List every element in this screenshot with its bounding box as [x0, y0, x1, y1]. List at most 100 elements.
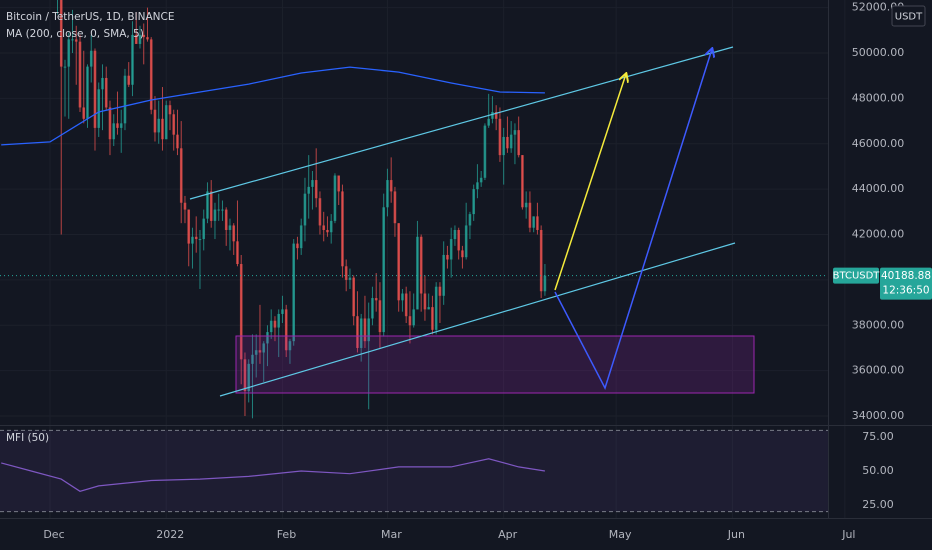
currency[interactable]: USDT: [895, 12, 923, 23]
candle-body: [183, 202, 187, 210]
candle-body: [453, 229, 457, 240]
y-tick-label: 42000.00: [852, 228, 905, 241]
ma-legend: MA (200, close, 0, SMA, 5): [6, 28, 144, 40]
projection-arrow: [554, 74, 626, 291]
candle-body: [359, 318, 363, 348]
symbol-badge: [833, 267, 879, 284]
candle-body: [191, 236, 194, 244]
candle-body: [461, 250, 464, 258]
candle-body: [254, 350, 258, 355]
candle-body: [202, 218, 206, 240]
candle-body: [59, 0, 63, 67]
candle-body: [389, 180, 393, 192]
candle-body: [63, 66, 67, 68]
mfi-pane: [0, 429, 828, 513]
candle-body: [273, 320, 277, 328]
candle-body: [303, 193, 307, 226]
candle-body: [78, 41, 82, 108]
candle-body: [172, 114, 176, 135]
y-tick-label: 50000.00: [852, 46, 905, 59]
candle-body: [86, 66, 89, 119]
y-tick-label: 52000.00: [852, 1, 905, 14]
y-tick-label: 44000.00: [852, 182, 905, 195]
candle-body: [93, 50, 97, 128]
candle-body: [307, 186, 311, 194]
candle-body: [431, 307, 434, 330]
candle-body: [416, 236, 419, 310]
candle-body: [224, 209, 228, 230]
mfi-legend: MFI (50): [6, 432, 49, 444]
candle-body: [367, 318, 370, 342]
candle-body: [322, 225, 326, 230]
candle-body: [112, 123, 116, 140]
candle-body: [89, 50, 93, 67]
candle-body: [344, 266, 348, 280]
candle-body: [326, 229, 329, 233]
candle-body: [157, 118, 161, 133]
candle-body: [67, 39, 71, 67]
candle-body: [277, 313, 281, 328]
symbol-label: BTCUSDT: [833, 271, 881, 282]
candle-body: [479, 177, 483, 183]
candle-body: [269, 320, 273, 333]
candle-body: [251, 354, 254, 364]
candle-body: [146, 37, 149, 40]
candle-body: [502, 136, 505, 156]
candle-body: [498, 118, 502, 156]
candle-body: [292, 243, 296, 342]
candle-body: [419, 236, 423, 294]
grid: [0, 0, 845, 518]
candle-body: [142, 34, 146, 38]
candle-body: [543, 275, 547, 292]
candle-body: [374, 298, 378, 301]
candle-body: [138, 34, 142, 44]
candle-body: [341, 191, 344, 267]
support-zone: [235, 335, 755, 394]
candle-body: [434, 286, 438, 330]
candle-body: [438, 286, 442, 296]
candle-body: [528, 202, 532, 228]
candle-body: [198, 239, 202, 241]
candle-body: [352, 277, 355, 317]
y-tick-label: 38000.00: [852, 318, 905, 331]
price-badge: [880, 267, 932, 300]
candle-body: [176, 134, 179, 149]
candle-body: [288, 341, 292, 351]
candle-body: [262, 343, 266, 353]
projection-path: [554, 49, 712, 390]
y-tick-label: 48000.00: [852, 91, 905, 104]
candle-body: [491, 111, 494, 119]
candle-body: [521, 155, 524, 208]
mfi-band: [0, 430, 828, 512]
currency-box[interactable]: [891, 5, 926, 27]
candle-body: [446, 254, 449, 260]
candle-body: [71, 39, 74, 41]
candle-body: [457, 229, 460, 251]
candle-body: [397, 223, 400, 301]
candle-body: [363, 318, 367, 342]
candle-body: [116, 123, 119, 128]
candle-body: [314, 180, 318, 199]
y-tick-label: 36000.00: [852, 364, 905, 377]
candle-body: [74, 39, 78, 42]
candle-body: [217, 209, 221, 211]
candle-body: [164, 105, 168, 140]
candle-body: [296, 243, 299, 249]
candle-body: [378, 300, 382, 333]
candle-body: [427, 307, 430, 310]
candle-body: [513, 130, 517, 135]
candle-body: [161, 118, 164, 140]
candle-body: [311, 180, 314, 187]
candle-body: [509, 134, 513, 149]
candle-body: [153, 109, 157, 133]
candle-body: [442, 254, 445, 296]
candle-body: [232, 225, 236, 242]
x-tick-label: Apr: [498, 528, 518, 541]
candle-body: [532, 216, 535, 228]
candle-body: [281, 309, 284, 314]
candle-body: [348, 277, 352, 280]
candle-body: [104, 77, 108, 108]
candle-body: [168, 105, 172, 115]
candle-body: [401, 293, 404, 301]
